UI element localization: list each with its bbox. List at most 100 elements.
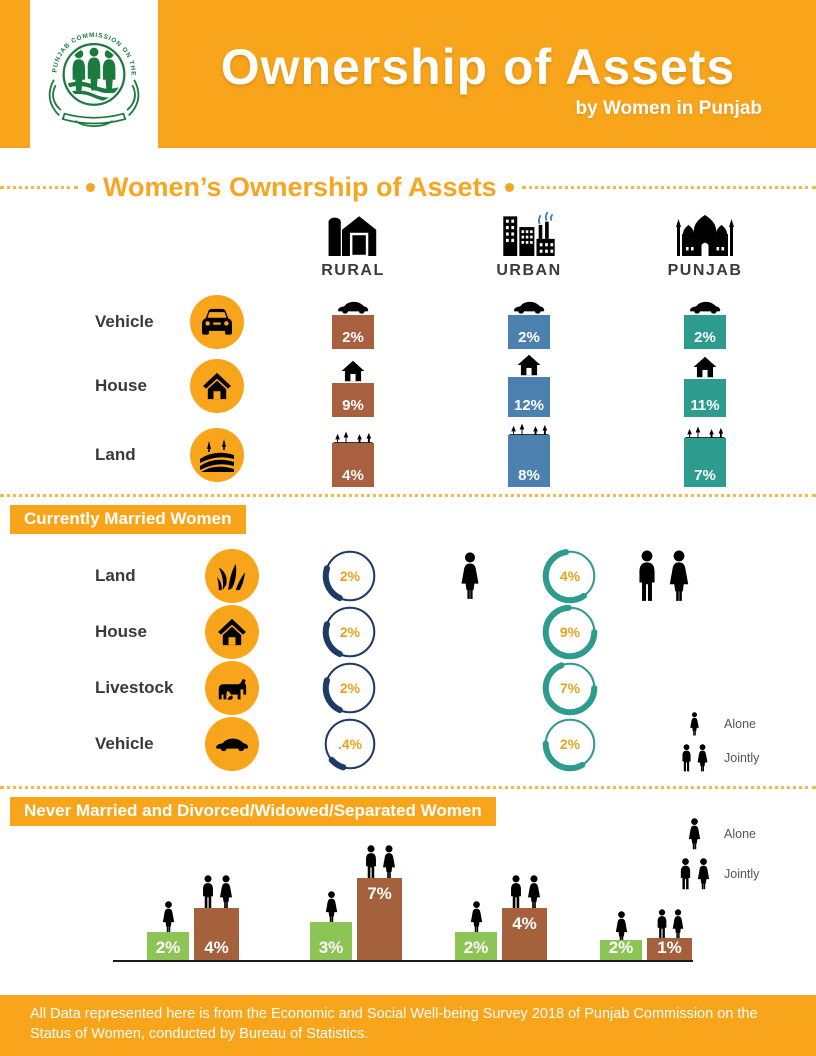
man-icon — [363, 845, 379, 879]
car-side-icon — [512, 300, 546, 314]
dotted-rule — [0, 186, 78, 189]
bar-group-land: 2% 4% — [147, 875, 239, 960]
house-icon — [202, 372, 232, 400]
woman-icon — [671, 909, 685, 939]
house-icon — [693, 356, 717, 378]
barn-icon — [326, 212, 380, 256]
house-icon — [217, 618, 247, 646]
field-icon — [199, 437, 235, 473]
legend-label: Jointly — [724, 751, 760, 765]
livestock-circle-badge — [205, 661, 259, 715]
house-icon — [341, 360, 365, 382]
vehicle-circle-badge — [190, 295, 244, 349]
bar-house-urban: 12% — [508, 354, 550, 417]
car-side-icon — [688, 300, 722, 314]
man-icon — [508, 875, 524, 909]
value-label: 2% — [339, 680, 361, 696]
bar-group-vehicle: 2% 1% — [600, 909, 692, 960]
married-row-livestock: Livestock 2% 7% — [95, 660, 816, 716]
legend-alone: Alone — [676, 818, 786, 850]
woman-icon — [459, 552, 481, 600]
value-label: 9% — [559, 624, 581, 640]
bullet-dot — [504, 183, 514, 192]
table-row-house: House 9% 12% 11% — [95, 354, 816, 417]
donut-house-jointly: 9% — [542, 604, 598, 660]
value-label: 2% — [342, 329, 364, 346]
column-label-urban: URBAN — [496, 262, 562, 279]
table-row-vehicle: Vehicle 2% 2% 2% — [95, 295, 816, 349]
bar-vehicle-alone: 2% — [600, 911, 642, 960]
woman-icon — [696, 744, 709, 772]
value-label: 4% — [204, 938, 229, 957]
woman-icon — [469, 901, 484, 933]
married-women-section: Land 2% 4% House — [0, 548, 816, 772]
row-label-livestock: Livestock — [95, 678, 174, 697]
dotted-rule — [521, 186, 816, 189]
section2-banner: Currently Married Women — [10, 505, 246, 534]
page-title: Ownership of Assets — [220, 39, 736, 95]
bar-vehicle-jointly: 1% — [647, 909, 692, 960]
footer-banner: All Data represented here is from the Ec… — [0, 995, 816, 1056]
jointly-figures-cell — [635, 550, 775, 602]
bar-group-house: 3% 7% — [310, 845, 402, 960]
bar-vehicle-urban: 2% — [508, 300, 550, 349]
value-label: 4% — [342, 467, 364, 484]
man-icon — [680, 744, 693, 772]
woman-icon — [689, 712, 700, 736]
footer-source-text: All Data represented here is from the Ec… — [30, 1006, 758, 1043]
value-label: 2% — [608, 938, 634, 957]
woman-icon — [161, 901, 176, 933]
woman-icon — [381, 845, 397, 879]
dotted-divider — [0, 786, 816, 789]
donut-vehicle-jointly: 2% — [542, 716, 598, 772]
value-label: .4% — [337, 736, 363, 752]
page-subtitle: by Women in Punjab — [575, 98, 763, 119]
car-side-icon — [336, 300, 370, 314]
land-circle-badge — [205, 549, 259, 603]
man-icon — [200, 875, 216, 909]
woman-icon — [526, 875, 542, 909]
bar-land-alone: 2% — [147, 901, 189, 960]
legend-label: Alone — [724, 827, 756, 841]
ownership-table: RURAL URBAN PUNJAB Vehicle 2% 2 — [0, 208, 816, 487]
row-label-house: House — [95, 622, 147, 641]
bar-land-punjab: 7% — [684, 426, 726, 487]
value-label: 4% — [512, 914, 537, 933]
bullet-dot — [86, 183, 95, 192]
married-row-land: Land 2% 4% — [95, 548, 816, 604]
married-row-vehicle: Vehicle .4% 2% — [95, 716, 816, 772]
donut-livestock-jointly: 7% — [542, 660, 598, 716]
chart-baseline — [113, 960, 693, 962]
bar-livestock-jointly: 4% — [502, 875, 547, 960]
value-label: 7% — [367, 884, 392, 903]
value-label: 2% — [518, 329, 540, 346]
pcsw-logo-icon — [36, 12, 152, 144]
bar-vehicle-rural: 2% — [332, 300, 374, 349]
house-circle-badge — [205, 605, 259, 659]
logo-panel — [30, 0, 158, 155]
mosque-icon — [674, 214, 736, 256]
value-label: 1% — [657, 938, 682, 957]
value-label: 7% — [559, 680, 581, 696]
table-row-land: Land 4% 8% 7% — [95, 423, 816, 487]
column-label-punjab: PUNJAB — [667, 262, 743, 279]
column-rural: RURAL — [265, 208, 441, 280]
dotted-divider — [0, 494, 816, 497]
donut-land-alone: 2% — [322, 548, 378, 604]
woman-icon — [324, 891, 339, 923]
married-legend: Alone Jointly — [676, 712, 786, 780]
house-icon — [517, 354, 541, 376]
legend-label: Jointly — [724, 867, 760, 881]
section1-title: Women’s Ownership of Assets — [103, 172, 497, 202]
legend-jointly: Jointly — [676, 858, 786, 890]
column-urban: URBAN — [441, 208, 617, 280]
section3-banner: Never Married and Divorced/Widowed/Separ… — [10, 797, 496, 826]
legend-jointly: Jointly — [676, 744, 786, 772]
bar-land-jointly: 4% — [194, 875, 239, 960]
city-icon — [501, 211, 557, 256]
value-label: 9% — [342, 397, 364, 414]
donut-house-alone: 2% — [322, 604, 378, 660]
row-label-vehicle: Vehicle — [95, 734, 154, 753]
column-label-rural: RURAL — [321, 262, 385, 279]
